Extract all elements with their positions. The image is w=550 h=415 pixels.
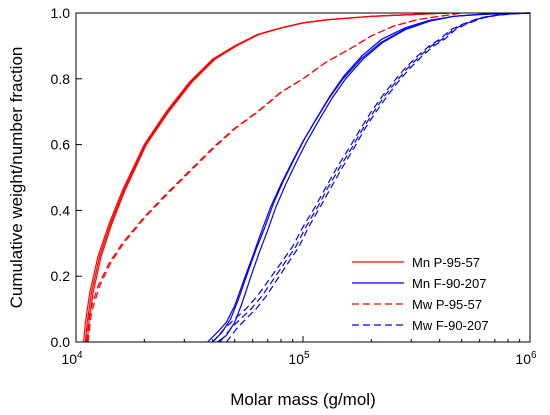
legend-label: Mw F-90-207 — [412, 318, 489, 333]
series-line-3 — [86, 12, 450, 343]
legend-label: Mw P-95-57 — [412, 297, 482, 312]
y-axis-ticks: 0.0 0.2 0.4 0.6 0.8 1.0 — [51, 5, 82, 350]
series-line-8 — [217, 12, 531, 343]
legend-label: Mn P-95-57 — [412, 255, 480, 270]
series-line-5 — [87, 12, 462, 343]
series-line-2 — [84, 12, 447, 343]
legend: Mn P-95-57 Mn F-90-207 Mw P-95-57 Mw F-90-2… — [352, 255, 489, 333]
y-tick-label: 0.0 — [51, 334, 71, 350]
x-tick-label: 104 — [61, 350, 83, 367]
y-tick-label: 0.2 — [51, 268, 71, 284]
y-tick-label: 0.8 — [51, 71, 71, 87]
series-line-9 — [212, 12, 531, 343]
series-line-4 — [85, 12, 462, 343]
x-axis-label: Molar mass (g/mol) — [230, 390, 375, 409]
y-tick-label: 0.6 — [51, 137, 71, 153]
x-axis-ticks: 104 105 106 — [61, 336, 537, 367]
x-tick-label: 105 — [288, 350, 310, 367]
series-line-10 — [219, 12, 531, 343]
series-line-11 — [225, 12, 531, 343]
y-tick-label: 1.0 — [51, 5, 71, 21]
y-tick-label: 0.4 — [51, 202, 71, 218]
plot-area — [83, 12, 531, 343]
y-axis-label: Cumulative weight/number fraction — [7, 47, 26, 309]
plot-frame — [75, 12, 531, 343]
legend-label: Mn F-90-207 — [412, 276, 486, 291]
series-line-6 — [207, 12, 531, 343]
x-tick-label: 106 — [515, 350, 537, 367]
